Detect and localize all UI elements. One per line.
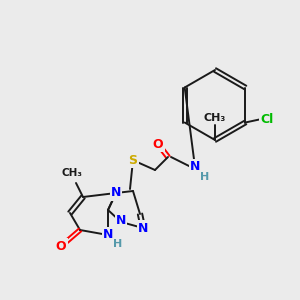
Text: S: S: [128, 154, 137, 166]
Text: CH₃: CH₃: [61, 168, 82, 178]
Text: N: N: [190, 160, 200, 173]
Text: Cl: Cl: [261, 113, 274, 126]
Text: N: N: [103, 229, 113, 242]
Text: O: O: [56, 239, 66, 253]
Text: N: N: [138, 221, 148, 235]
Text: O: O: [153, 137, 163, 151]
Text: N: N: [116, 214, 126, 227]
Text: H: H: [113, 239, 123, 249]
Text: H: H: [200, 172, 210, 182]
Text: N: N: [111, 187, 121, 200]
Text: CH₃: CH₃: [204, 113, 226, 123]
